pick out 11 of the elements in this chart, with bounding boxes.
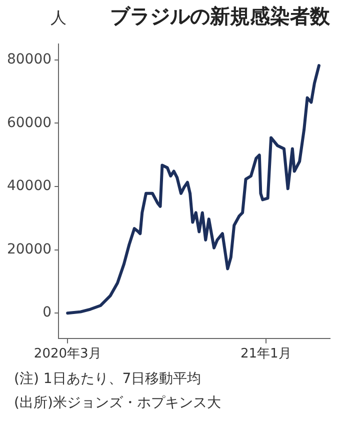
y-tick-label: 0 (42, 304, 52, 321)
x-tick-label: 2020年3月 (34, 346, 102, 362)
chart-title: ブラジルの新規感染者数 (110, 4, 331, 28)
y-tick-label: 80000 (6, 51, 52, 68)
y-tick-label: 40000 (6, 178, 52, 194)
y-tick-label: 60000 (6, 114, 52, 131)
text: (注) 1日あたり、7日移動平均 (14, 370, 202, 389)
y-tick-label: 20000 (6, 241, 52, 258)
x-tick-label: 21年1月 (240, 346, 292, 362)
text: (出所)米ジョンズ・ホプキンス大 (14, 394, 222, 413)
y-axis-title: 人 (50, 8, 67, 28)
